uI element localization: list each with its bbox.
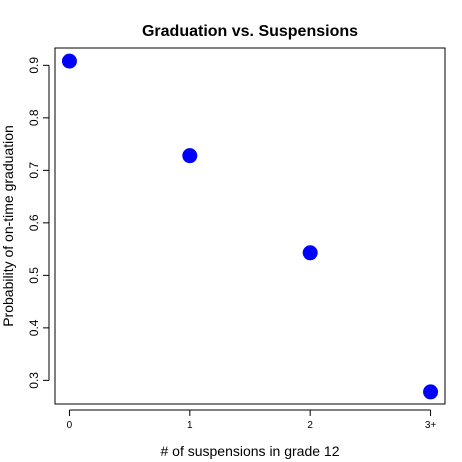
data-points xyxy=(61,53,439,400)
x-axis-label: # of suspensions in grade 12 xyxy=(160,443,339,459)
y-tick-label: 0.4 xyxy=(27,319,41,336)
y-tick-label: 0.3 xyxy=(27,372,41,389)
x-tick-label: 2 xyxy=(307,420,313,431)
x-axis: 0 1 2 3+ xyxy=(67,409,437,431)
x-tick-label: 1 xyxy=(187,420,193,431)
x-tick-label: 3+ xyxy=(425,420,437,431)
y-tick-label: 0.9 xyxy=(27,57,41,74)
data-point xyxy=(61,53,77,69)
data-point xyxy=(302,245,318,261)
chart-title: Graduation vs. Suspensions xyxy=(142,23,358,40)
data-point xyxy=(182,148,198,164)
data-point xyxy=(423,384,439,400)
y-tick-label: 0.6 xyxy=(27,214,41,231)
y-tick-label: 0.7 xyxy=(27,162,41,179)
y-axis-label: Probability of on-time graduation xyxy=(0,125,16,327)
y-tick-label: 0.8 xyxy=(27,109,41,126)
y-tick-label: 0.5 xyxy=(27,267,41,284)
y-axis: 0.3 0.4 0.5 0.6 0.7 0.8 0.9 xyxy=(27,57,50,389)
plot-frame xyxy=(54,47,446,405)
x-tick-label: 0 xyxy=(67,420,73,431)
